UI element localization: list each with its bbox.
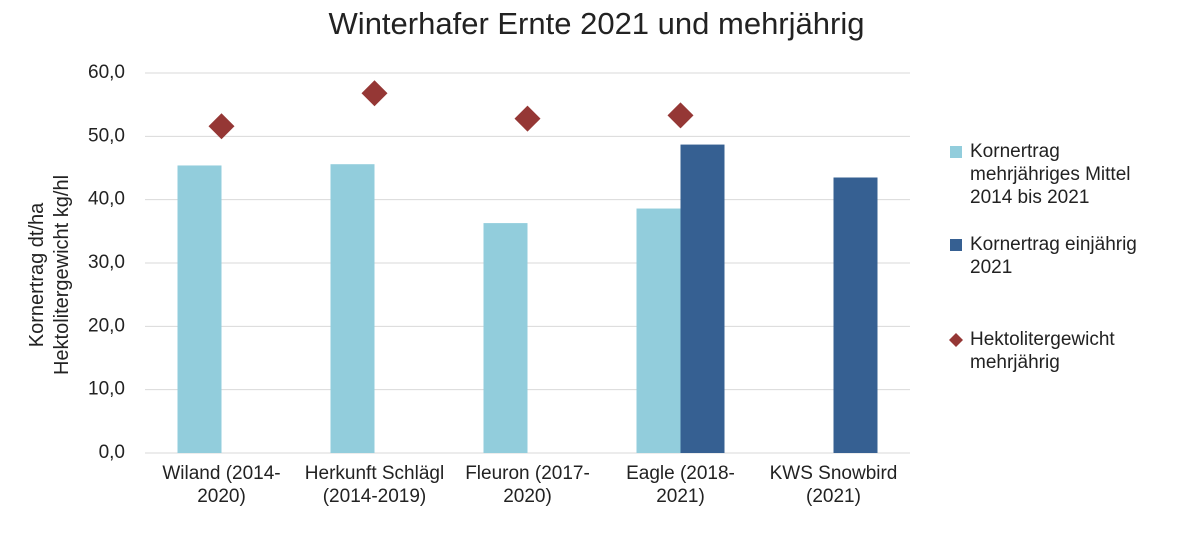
marker xyxy=(514,105,541,132)
marker xyxy=(361,80,388,107)
y-tick-label: 0,0 xyxy=(99,442,125,463)
legend-swatch xyxy=(949,333,963,347)
x-tick-label: Fleuron (2017-2020) xyxy=(465,463,590,507)
bar xyxy=(330,164,375,453)
y-tick-label: 40,0 xyxy=(88,189,125,210)
legend-swatch xyxy=(950,146,962,158)
legend-swatch xyxy=(950,239,962,251)
legend-label: Kornertrag mehrjähriges Mittel 2014 bis … xyxy=(970,141,1131,208)
legend-label: Kornertrag einjährig 2021 xyxy=(970,234,1137,278)
chart-title: Winterhafer Ernte 2021 und mehrjährig xyxy=(328,6,865,41)
x-tick-label: Wiland (2014-2020) xyxy=(162,463,281,507)
marker xyxy=(667,102,694,129)
y-tick-label: 10,0 xyxy=(88,379,125,400)
bar xyxy=(833,177,878,453)
bar xyxy=(177,165,222,453)
marker xyxy=(208,113,235,140)
legend-label: Hektolitergewicht mehrjährig xyxy=(970,329,1115,373)
bar xyxy=(636,208,681,453)
y-tick-label: 20,0 xyxy=(88,315,125,336)
y-tick-label: 30,0 xyxy=(88,252,125,273)
bar xyxy=(483,223,528,453)
y-tick-label: 60,0 xyxy=(88,62,125,83)
x-tick-label: Eagle (2018-2021) xyxy=(626,463,735,507)
x-tick-label: KWS Snowbird (2021) xyxy=(769,463,898,507)
bar xyxy=(680,144,725,454)
y-tick-label: 50,0 xyxy=(88,125,125,146)
x-tick-label: Herkunft Schlägl (2014-2019) xyxy=(304,463,445,507)
